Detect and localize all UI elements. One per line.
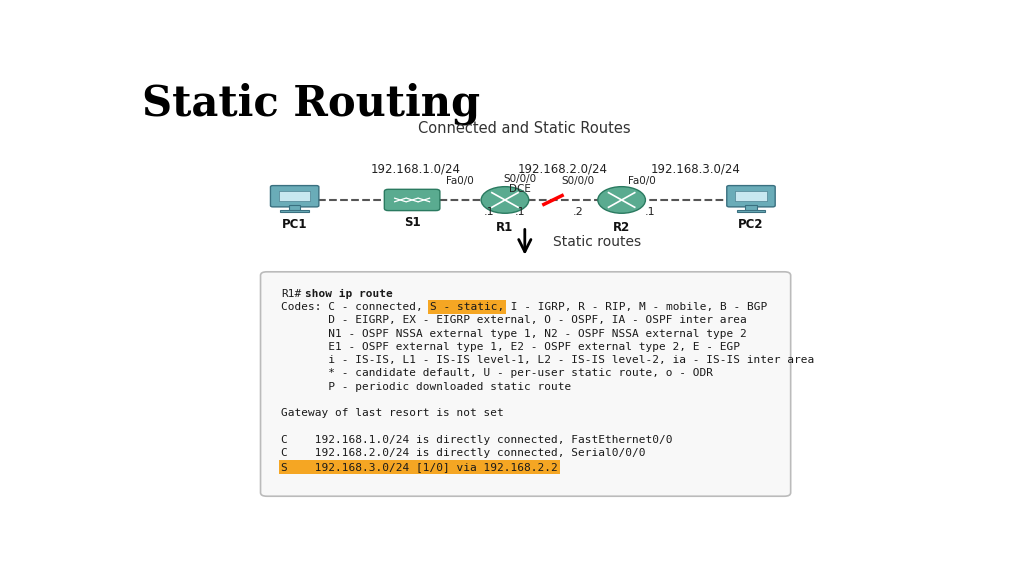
Text: C    192.168.2.0/24 is directly connected, Serial0/0/0: C 192.168.2.0/24 is directly connected, … xyxy=(282,448,646,458)
Bar xyxy=(289,205,300,211)
Bar xyxy=(736,210,765,212)
Text: S0/0/0: S0/0/0 xyxy=(504,174,537,184)
Text: .2: .2 xyxy=(572,207,584,217)
FancyBboxPatch shape xyxy=(727,185,775,207)
FancyBboxPatch shape xyxy=(260,272,791,497)
Text: P - periodic downloaded static route: P - periodic downloaded static route xyxy=(282,382,571,392)
Text: Fa0/0: Fa0/0 xyxy=(628,176,655,186)
Text: E1 - OSPF external type 1, E2 - OSPF external type 2, E - EGP: E1 - OSPF external type 1, E2 - OSPF ext… xyxy=(282,342,740,352)
Circle shape xyxy=(598,187,645,213)
Text: I - IGRP, R - RIP, M - mobile, B - BGP: I - IGRP, R - RIP, M - mobile, B - BGP xyxy=(504,302,767,312)
Text: show ip route: show ip route xyxy=(305,289,393,299)
Text: R1: R1 xyxy=(497,221,514,234)
Text: R2: R2 xyxy=(613,221,630,234)
FancyBboxPatch shape xyxy=(279,191,310,202)
FancyBboxPatch shape xyxy=(384,190,440,211)
Text: .1: .1 xyxy=(645,207,655,217)
Text: .1: .1 xyxy=(515,207,525,217)
Text: D - EIGRP, EX - EIGRP external, O - OSPF, IA - OSPF inter area: D - EIGRP, EX - EIGRP external, O - OSPF… xyxy=(282,315,746,325)
Text: S1: S1 xyxy=(403,217,421,229)
Text: DCE: DCE xyxy=(509,184,531,194)
Text: 192.168.1.0/24: 192.168.1.0/24 xyxy=(371,162,460,176)
Text: S - static,: S - static, xyxy=(430,302,504,312)
Text: i - IS-IS, L1 - IS-IS level-1, L2 - IS-IS level-2, ia - IS-IS inter area: i - IS-IS, L1 - IS-IS level-1, L2 - IS-I… xyxy=(282,355,814,365)
Text: Codes: C - connected,: Codes: C - connected, xyxy=(282,302,430,312)
Text: .1: .1 xyxy=(483,207,495,217)
Text: 192.168.3.0/24: 192.168.3.0/24 xyxy=(650,162,740,176)
Text: Connected and Static Routes: Connected and Static Routes xyxy=(419,122,631,137)
Text: N1 - OSPF NSSA external type 1, N2 - OSPF NSSA external type 2: N1 - OSPF NSSA external type 1, N2 - OSP… xyxy=(282,328,746,339)
Text: * - candidate default, U - per-user static route, o - ODR: * - candidate default, U - per-user stat… xyxy=(282,369,713,378)
Text: PC2: PC2 xyxy=(738,218,764,231)
Text: Fa0/0: Fa0/0 xyxy=(445,176,473,186)
Text: C    192.168.1.0/24 is directly connected, FastEthernet0/0: C 192.168.1.0/24 is directly connected, … xyxy=(282,435,673,445)
Bar xyxy=(281,210,309,212)
Bar xyxy=(745,205,757,211)
Text: S0/0/0: S0/0/0 xyxy=(561,176,595,186)
FancyBboxPatch shape xyxy=(270,185,318,207)
Text: PC1: PC1 xyxy=(282,218,307,231)
Text: S    192.168.3.0/24 [1/0] via 192.168.2.2: S 192.168.3.0/24 [1/0] via 192.168.2.2 xyxy=(282,461,558,472)
Text: Static routes: Static routes xyxy=(553,235,641,249)
Circle shape xyxy=(481,187,528,213)
Text: Gateway of last resort is not set: Gateway of last resort is not set xyxy=(282,408,504,418)
Text: 192.168.2.0/24: 192.168.2.0/24 xyxy=(518,162,608,176)
Text: R1#: R1# xyxy=(282,289,301,299)
FancyBboxPatch shape xyxy=(735,191,767,202)
Text: Static Routing: Static Routing xyxy=(142,82,480,125)
